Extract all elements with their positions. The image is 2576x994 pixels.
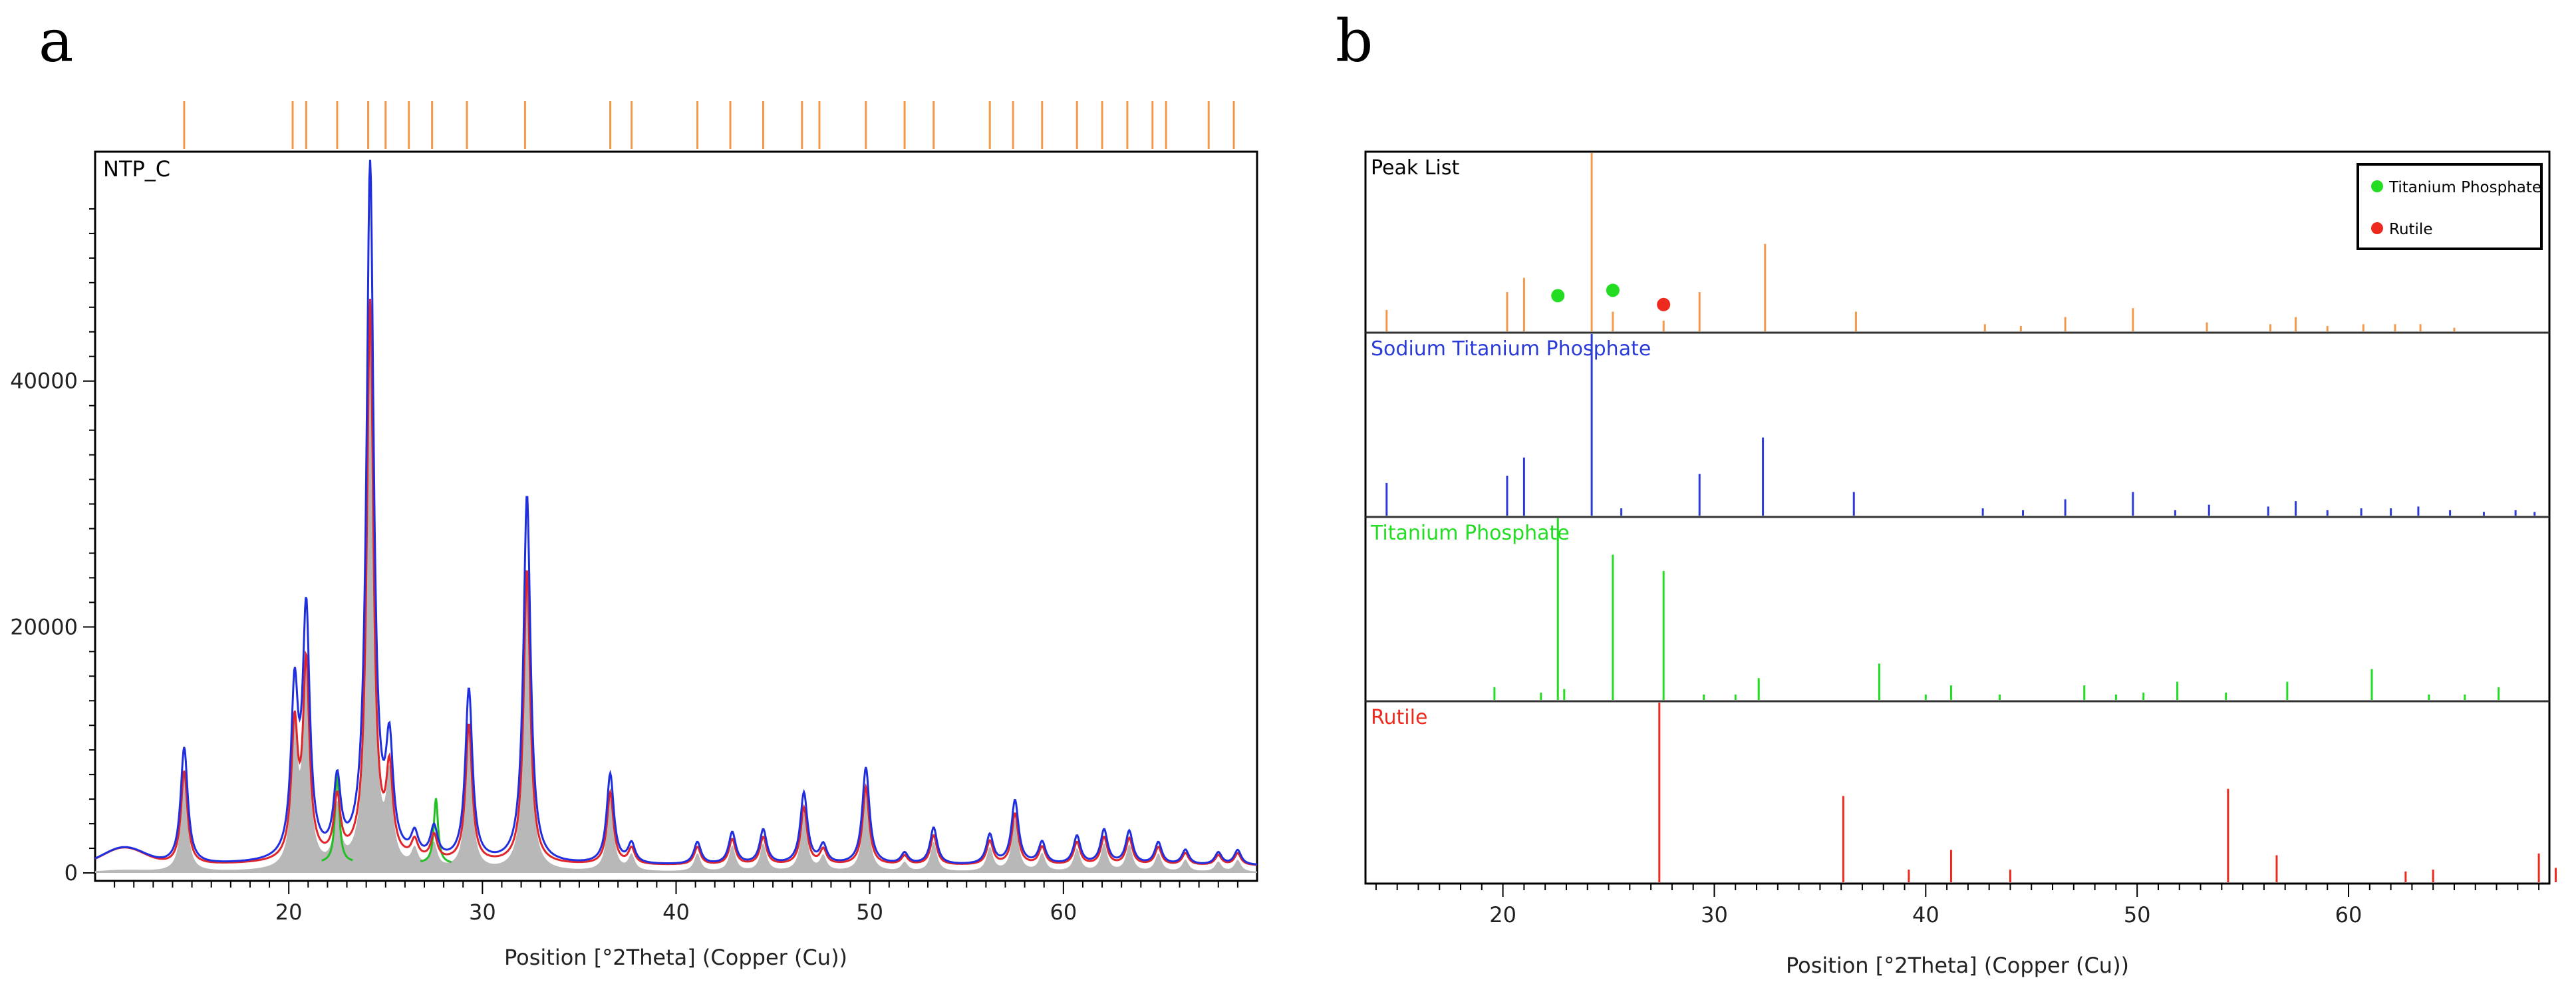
diffraction-traces — [94, 159, 1258, 873]
sample-label: NTP_C — [103, 156, 170, 182]
x-axis-label-a: Position [°2Theta] (Copper (Cu)) — [504, 945, 847, 970]
y-tick-label-a: 40000 — [10, 369, 78, 394]
panel-label-a: a — [39, 7, 74, 75]
y-tick-label-a: 20000 — [10, 614, 78, 639]
x-tick-label-a: 30 — [469, 900, 496, 925]
reflection-tick-marks — [183, 101, 1235, 149]
panel-label-b: b — [1336, 7, 1373, 75]
y-tick-label-a: 0 — [65, 860, 78, 886]
x-tick-label-a: 60 — [1050, 900, 1077, 925]
observed-trace — [94, 159, 1258, 866]
x-tick-label-a: 40 — [662, 900, 690, 925]
x-axis-a: 20 30 40 50 60 — [114, 881, 1238, 925]
plot-frame-a — [94, 150, 1258, 882]
filled-area — [95, 308, 1257, 873]
y-axis-a: 0 20000 40000 — [10, 208, 95, 886]
calculated-trace — [94, 299, 1258, 866]
difference-peak-1 — [420, 798, 452, 864]
x-tick-label-a: 20 — [275, 900, 303, 925]
x-tick-label-a: 50 — [856, 900, 883, 925]
